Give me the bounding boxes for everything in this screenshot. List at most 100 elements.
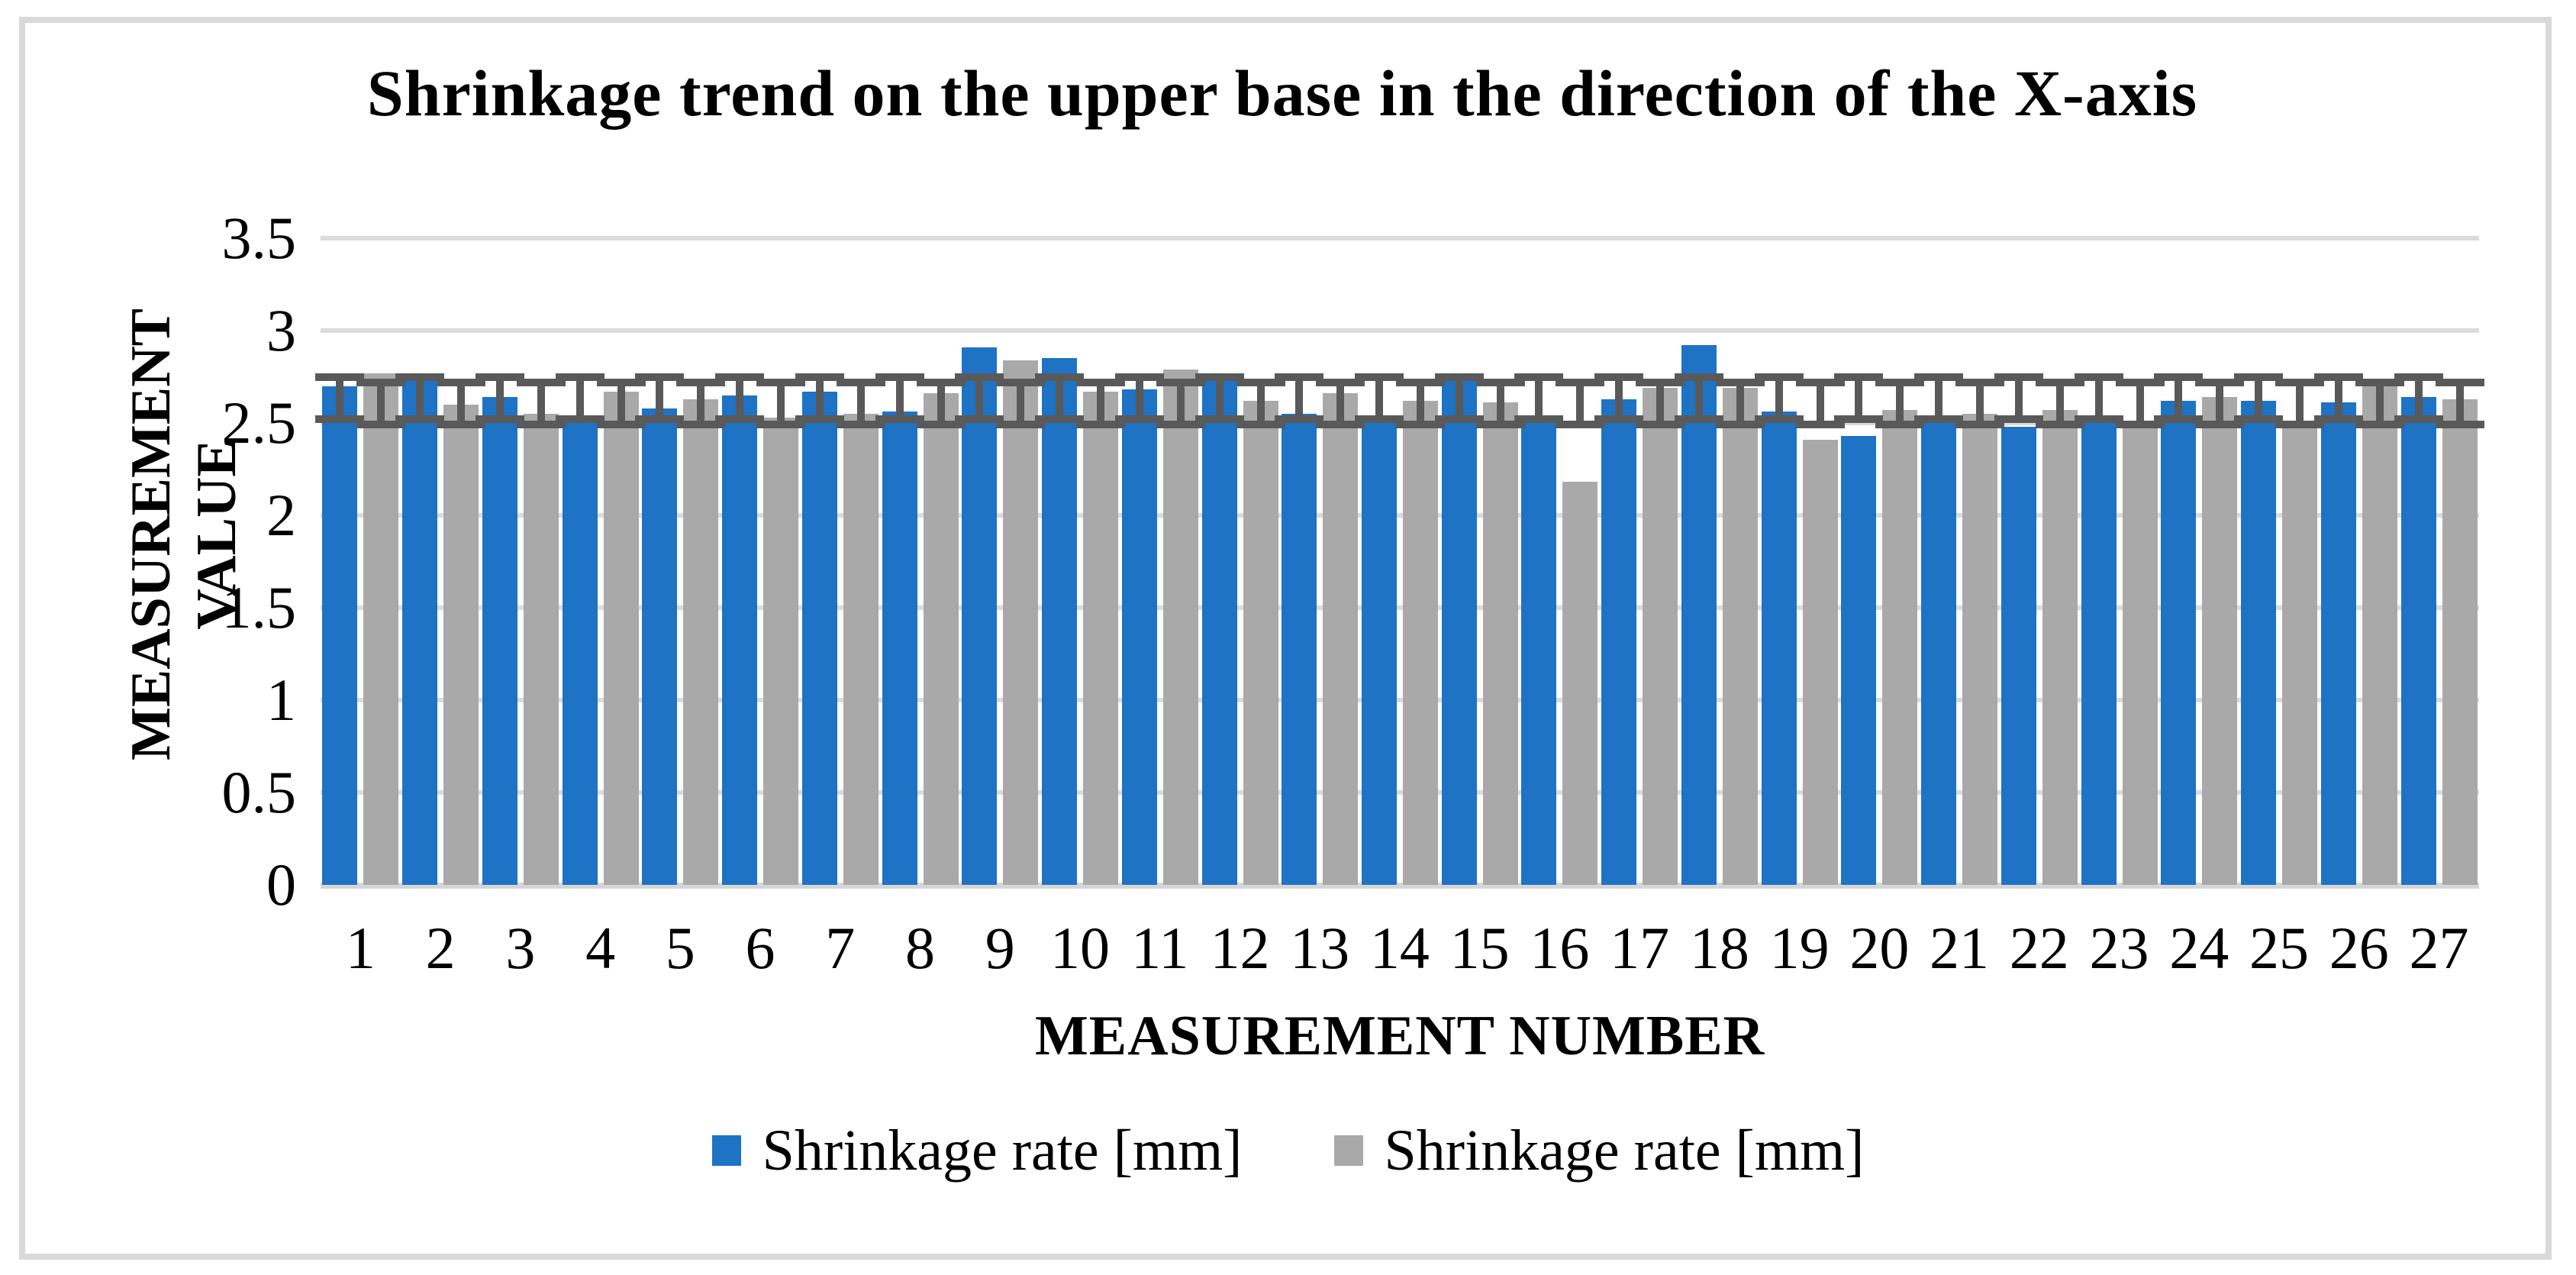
- error-bar-cap-bottom: [2435, 421, 2484, 429]
- bar-gray-23[interactable]: [2122, 423, 2158, 885]
- bar-gray-2[interactable]: [443, 404, 479, 885]
- bar-blue-25[interactable]: [2241, 400, 2277, 885]
- bar-blue-12[interactable]: [1201, 378, 1237, 885]
- error-bar-stem: [416, 373, 424, 423]
- bar-blue-24[interactable]: [2161, 400, 2197, 885]
- bar-blue-21[interactable]: [1921, 421, 1957, 885]
- bar-blue-3[interactable]: [482, 397, 517, 885]
- x-tick-label-27: 27: [2409, 915, 2469, 981]
- error-bar-stem: [656, 373, 664, 423]
- bar-blue-2[interactable]: [402, 378, 438, 885]
- legend-swatch-icon: [1333, 1135, 1363, 1166]
- error-bar-stem: [2296, 378, 2304, 429]
- bar-slot-gray-10: [1076, 238, 1126, 885]
- bar-gray-26[interactable]: [2362, 384, 2397, 885]
- bar-group-21: [1914, 238, 2005, 885]
- error-bar-gray-27: [2435, 378, 2484, 429]
- bar-slot-blue-4: [555, 238, 605, 885]
- error-bar-cap-bottom: [1354, 415, 1404, 423]
- bar-slot-gray-18: [1715, 238, 1765, 885]
- bar-blue-15[interactable]: [1441, 378, 1477, 885]
- x-tick-label-13: 13: [1290, 915, 1350, 981]
- bar-gray-12[interactable]: [1243, 400, 1278, 885]
- bar-gray-27[interactable]: [2442, 399, 2478, 885]
- legend-item-blue[interactable]: Shrinkage rate [mm]: [711, 1109, 1243, 1193]
- bar-gray-20[interactable]: [1882, 410, 1918, 885]
- bar-gray-7[interactable]: [843, 413, 879, 885]
- bar-group-2: [395, 238, 486, 885]
- error-bar-stem: [457, 378, 466, 429]
- bar-gray-22[interactable]: [2042, 410, 2078, 885]
- bar-gray-3[interactable]: [523, 413, 559, 885]
- bar-gray-16[interactable]: [1562, 482, 1598, 885]
- error-bar-stem: [1056, 373, 1064, 423]
- bar-blue-11[interactable]: [1121, 389, 1157, 885]
- bar-gray-25[interactable]: [2282, 421, 2318, 885]
- bar-slot-gray-20: [1875, 238, 1925, 885]
- x-tick-label-11: 11: [1131, 915, 1189, 981]
- bar-gray-5[interactable]: [683, 399, 719, 885]
- error-bar-cap-bottom: [356, 421, 406, 429]
- bar-gray-18[interactable]: [1722, 388, 1758, 885]
- error-bar-cap-bottom: [596, 421, 646, 429]
- bar-blue-8[interactable]: [882, 412, 917, 885]
- bar-blue-18[interactable]: [1681, 345, 1717, 885]
- x-tick-label-20: 20: [1849, 915, 1910, 981]
- bar-blue-9[interactable]: [962, 347, 998, 885]
- bar-gray-1[interactable]: [363, 373, 399, 885]
- bar-gray-8[interactable]: [923, 393, 959, 885]
- bar-slot-blue-10: [1035, 238, 1085, 885]
- bar-blue-6[interactable]: [722, 395, 758, 885]
- bar-blue-14[interactable]: [1361, 417, 1397, 885]
- error-bar-stem: [537, 378, 545, 429]
- error-bar-cap-bottom: [1195, 415, 1244, 423]
- error-bar-cap-bottom: [1636, 421, 1685, 429]
- bar-group-15: [1434, 238, 1525, 885]
- bar-gray-24[interactable]: [2202, 397, 2238, 885]
- bar-gray-11[interactable]: [1162, 369, 1198, 885]
- bar-blue-10[interactable]: [1042, 358, 1078, 885]
- bar-blue-7[interactable]: [801, 391, 837, 885]
- legend-item-gray[interactable]: Shrinkage rate [mm]: [1333, 1109, 1864, 1193]
- bar-blue-4[interactable]: [562, 421, 598, 885]
- legend-swatch-icon: [711, 1135, 741, 1166]
- error-bar-cap-bottom: [996, 421, 1046, 429]
- bar-blue-1[interactable]: [322, 386, 358, 885]
- bar-gray-4[interactable]: [603, 391, 639, 885]
- bar-gray-15[interactable]: [1482, 402, 1518, 885]
- bar-slot-gray-7: [836, 238, 885, 885]
- bar-blue-22[interactable]: [2001, 426, 2036, 885]
- bar-gray-6[interactable]: [763, 417, 799, 885]
- bar-gray-13[interactable]: [1323, 393, 1359, 885]
- bar-blue-26[interactable]: [2320, 402, 2356, 885]
- bar-slot-blue-3: [475, 238, 524, 885]
- bar-blue-16[interactable]: [1521, 423, 1557, 885]
- bar-gray-21[interactable]: [1962, 413, 1998, 885]
- error-bar-gray-9: [996, 378, 1046, 429]
- bar-group-16: [1514, 238, 1605, 885]
- error-bar-blue-16: [1514, 373, 1564, 423]
- bar-gray-9[interactable]: [1003, 360, 1039, 885]
- error-bar-stem: [697, 378, 705, 429]
- bar-slot-gray-27: [2435, 238, 2484, 885]
- error-bar-stem: [377, 378, 385, 429]
- bar-gray-19[interactable]: [1802, 439, 1838, 885]
- bar-blue-17[interactable]: [1601, 399, 1637, 885]
- plot-area: [315, 236, 2484, 889]
- bar-slot-blue-19: [1754, 238, 1804, 885]
- bar-group-12: [1195, 238, 1285, 885]
- bar-blue-23[interactable]: [2081, 419, 2117, 885]
- error-bar-gray-7: [836, 378, 885, 429]
- bar-blue-13[interactable]: [1282, 413, 1317, 885]
- bar-blue-19[interactable]: [1761, 412, 1797, 885]
- bar-gray-14[interactable]: [1402, 400, 1438, 885]
- error-bar-blue-8: [875, 373, 924, 423]
- bar-blue-5[interactable]: [642, 408, 678, 885]
- bar-blue-27[interactable]: [2400, 397, 2436, 885]
- bar-gray-17[interactable]: [1643, 388, 1678, 885]
- bar-gray-10[interactable]: [1083, 391, 1119, 885]
- error-bar-cap-bottom: [916, 421, 966, 429]
- error-bar-cap-bottom: [2035, 421, 2084, 429]
- error-bar-stem: [1656, 378, 1665, 429]
- bar-blue-20[interactable]: [1841, 435, 1877, 885]
